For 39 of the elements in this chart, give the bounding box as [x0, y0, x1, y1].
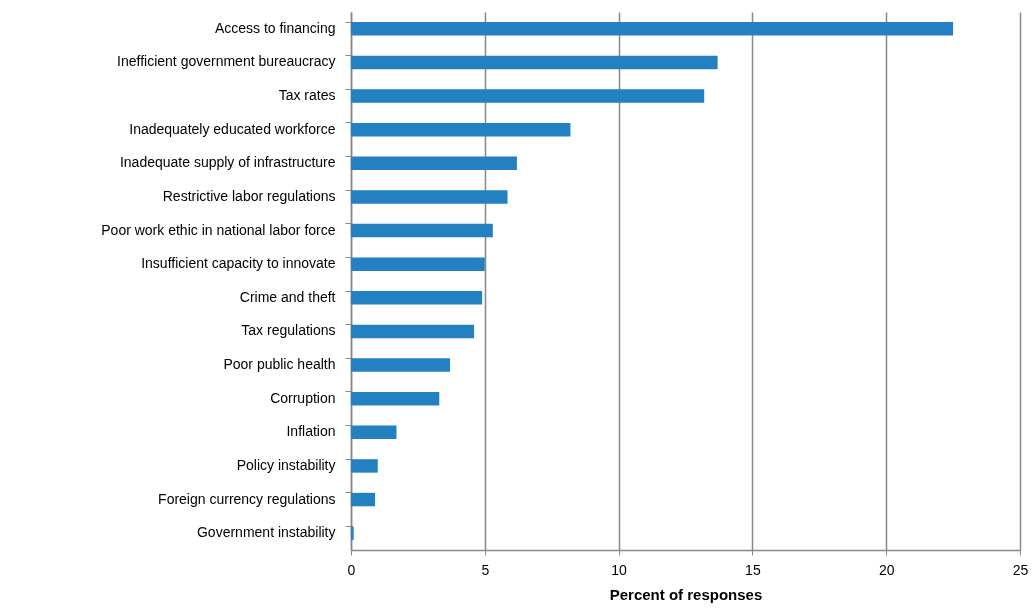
y-tick-label: Inadequately educated workforce	[129, 120, 336, 137]
bar	[351, 190, 508, 204]
y-tick-label: Government instability	[196, 524, 336, 541]
bar	[351, 22, 954, 36]
y-tick-label: Corruption	[270, 389, 336, 406]
bar	[351, 257, 485, 271]
bar	[351, 391, 440, 406]
y-tick-label: Insufficient capacity to innovate	[141, 255, 336, 272]
bar	[351, 358, 451, 372]
x-tick-label: 25	[1012, 561, 1029, 578]
y-tick-label: Policy instability	[236, 456, 336, 473]
bar	[351, 291, 483, 305]
bar	[351, 122, 571, 137]
x-tick-label: 10	[611, 561, 628, 578]
y-tick-label: Poor public health	[223, 356, 336, 373]
x-axis-title: Percent of responses	[609, 585, 763, 603]
y-tick-label: Crime and theft	[239, 288, 336, 305]
bar	[351, 526, 354, 540]
bar	[351, 459, 378, 473]
bar	[351, 425, 397, 440]
y-tick-label: Inadequate supply of infrastructure	[119, 154, 336, 171]
bar	[351, 156, 517, 171]
y-tick-label: Access to financing	[214, 19, 336, 36]
bar	[351, 89, 705, 103]
y-tick-label: Tax regulations	[241, 322, 336, 339]
y-tick-label: Inflation	[286, 423, 336, 440]
y-tick-label: Tax rates	[278, 87, 336, 104]
x-tick-label: 15	[745, 561, 761, 578]
bar	[351, 223, 493, 238]
bar	[351, 324, 475, 339]
y-tick-label: Restrictive labor regulations	[162, 187, 336, 204]
x-tick-label: 5	[481, 561, 490, 578]
bar	[351, 55, 718, 70]
x-tick-label: 0	[347, 561, 356, 578]
y-tick-label: Inefficient government bureaucracy	[117, 53, 336, 70]
y-tick-label: Poor work ethic in national labor force	[101, 221, 336, 238]
y-tick-label: Foreign currency regulations	[158, 490, 336, 507]
x-tick-label: 20	[878, 561, 895, 578]
bar	[351, 492, 376, 507]
